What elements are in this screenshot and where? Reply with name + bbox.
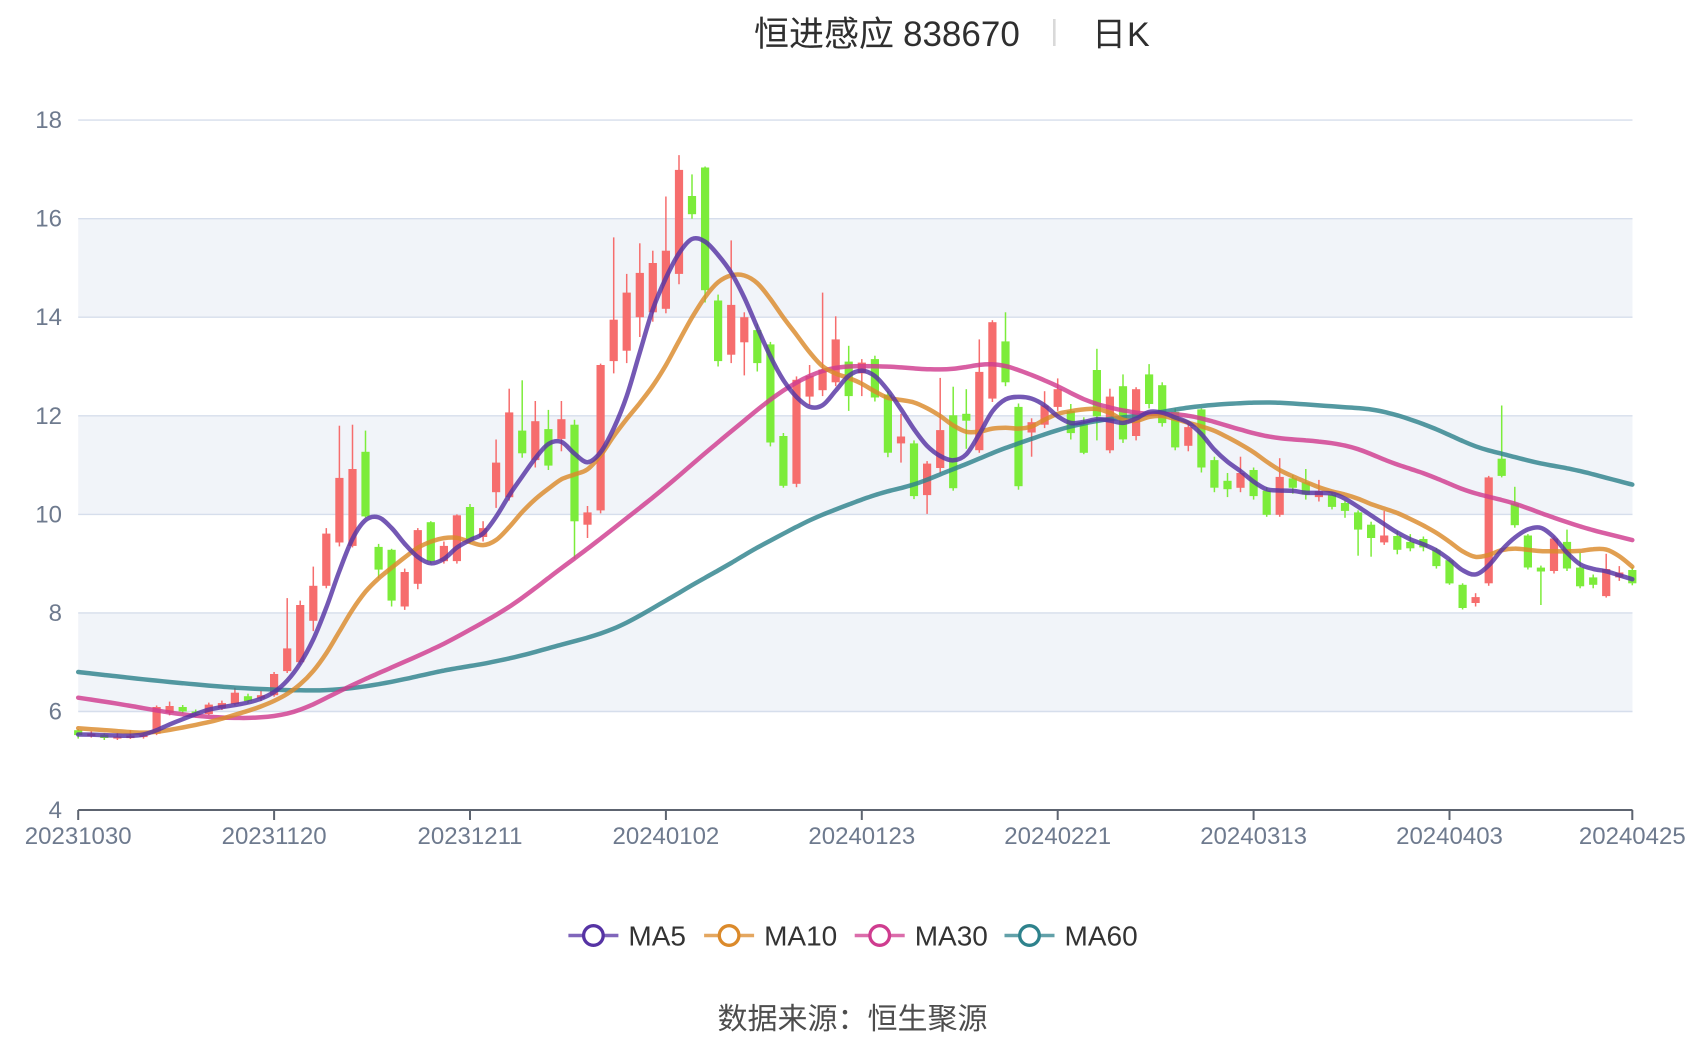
svg-text:20231211: 20231211 <box>418 823 523 850</box>
svg-text:20240313: 20240313 <box>1200 823 1307 850</box>
svg-text:4: 4 <box>49 797 62 824</box>
svg-text:8: 8 <box>49 600 62 627</box>
svg-text:20240221: 20240221 <box>1004 823 1111 850</box>
svg-text:10: 10 <box>35 501 62 528</box>
svg-text:20240403: 20240403 <box>1396 823 1503 850</box>
svg-text:20240425: 20240425 <box>1579 823 1686 850</box>
svg-text:18: 18 <box>35 107 62 134</box>
svg-text:20240102: 20240102 <box>613 823 720 850</box>
svg-text:K: K <box>1127 16 1150 54</box>
svg-text:20231120: 20231120 <box>222 823 327 850</box>
svg-text:12: 12 <box>35 403 62 430</box>
svg-text:MA30: MA30 <box>915 921 988 952</box>
svg-text:MA5: MA5 <box>628 921 686 952</box>
svg-text:20240123: 20240123 <box>808 823 915 850</box>
svg-text:20231030: 20231030 <box>25 823 132 850</box>
svg-text:838670: 838670 <box>903 15 1020 54</box>
svg-text:14: 14 <box>35 304 62 331</box>
svg-text:6: 6 <box>49 699 62 726</box>
svg-text:MA10: MA10 <box>764 921 837 952</box>
svg-text:16: 16 <box>35 206 62 233</box>
svg-text:MA60: MA60 <box>1065 921 1138 952</box>
